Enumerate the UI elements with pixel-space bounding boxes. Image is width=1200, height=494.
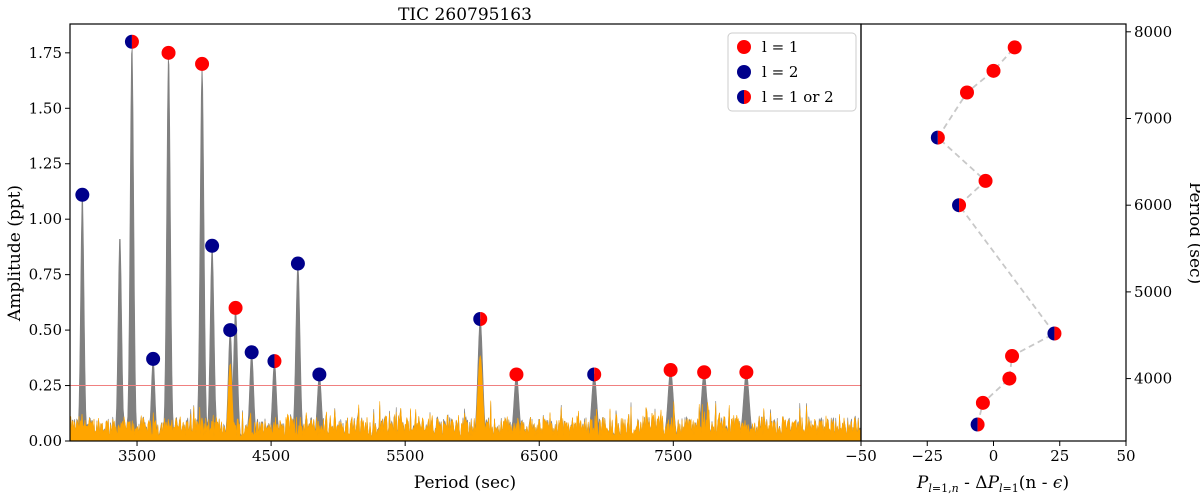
chart-title: TIC 260795163 [398, 5, 532, 25]
left-x-axis-label: Period (sec) [414, 473, 516, 493]
peak-marker-10-right-half [274, 354, 282, 369]
legend-marker-l2 [737, 65, 751, 79]
period-point-4-right-half [1054, 326, 1062, 341]
peak-marker-10-left-half [267, 354, 275, 369]
x-tick-label: 5500 [386, 447, 424, 465]
peak-marker-6 [205, 238, 220, 253]
peak-marker-0 [75, 187, 90, 202]
period-point-0-left-half [970, 417, 978, 432]
period-point-7 [930, 130, 945, 145]
peak-marker-5 [195, 56, 210, 71]
peak-marker-4 [161, 45, 176, 60]
amplitude-spectrum-panel: 3500 4500 5500 6500 7500 0.00 0.25 0.50 0.75 1.00… [5, 5, 861, 493]
legend: l = 1 l = 2 l = 1 or 2 [727, 32, 857, 112]
right-x-tick-label: 50 [1116, 447, 1135, 465]
period-spacing-panel: −50 −25 0 25 50 4000 5000 6000 7000 8000 Pl=1,n -… [845, 23, 1200, 494]
peak-marker-11 [290, 256, 305, 271]
peak-marker-13-left-half [473, 312, 481, 327]
spectrum-series [69, 47, 861, 442]
peak-marker-2 [124, 34, 139, 49]
period-point-1 [975, 395, 990, 410]
right-y-tick-label: 5000 [1134, 283, 1172, 301]
peak-marker-10 [267, 354, 282, 369]
y-tick-label: 0.75 [29, 266, 62, 284]
right-x-tick-label: −25 [911, 447, 943, 465]
period-points [930, 40, 1062, 432]
y-tick-label: 1.75 [29, 44, 62, 62]
peak-marker-9 [244, 345, 259, 360]
legend-marker-l1 [737, 40, 751, 54]
right-x-axis-label: Pl=1,n - ΔPl=1(n - ϵ) [916, 473, 1069, 494]
peak-marker-2-left-half [124, 34, 132, 49]
period-point-5 [952, 198, 967, 213]
y-tick-label: 1.00 [29, 210, 62, 228]
period-point-0 [970, 417, 985, 432]
y-tick-label: 1.50 [29, 99, 62, 117]
legend-marker-l12 [737, 90, 751, 104]
period-point-4 [1047, 326, 1062, 341]
y-tick-label: 1.25 [29, 155, 62, 173]
legend-label-l2: l = 2 [762, 63, 798, 81]
peak-marker-18 [739, 365, 754, 380]
left-y-axis-label: Amplitude (ppt) [5, 185, 25, 322]
peak-marker-13 [473, 312, 488, 327]
x-tick-label: 4500 [252, 447, 290, 465]
legend-marker-l12-left-half [737, 90, 744, 104]
legend-label-l1: l = 1 [762, 38, 798, 56]
period-point-8 [960, 85, 974, 100]
x-tick-label: 7500 [654, 447, 692, 465]
peak-marker-13-right-half [480, 312, 488, 327]
legend-label-l12: l = 1 or 2 [762, 88, 834, 106]
right-x-tick-label: 25 [1050, 447, 1069, 465]
period-point-3 [1005, 349, 1020, 364]
period-point-9 [986, 63, 1001, 78]
legend-box [727, 32, 857, 112]
peak-marker-15 [587, 367, 602, 382]
period-point-2 [1002, 371, 1017, 386]
period-point-7-left-half [930, 130, 938, 145]
right-x-tick-label: −50 [845, 447, 877, 465]
y-tick-label: 0.00 [29, 432, 62, 450]
peak-marker-7 [223, 323, 238, 338]
right-y-axis-label: Period (sec) [1185, 182, 1200, 284]
right-y-tick-label: 6000 [1134, 196, 1172, 214]
spacing-line [936, 46, 1056, 425]
peak-marker-12 [312, 367, 327, 382]
period-point-6 [978, 173, 993, 188]
right-y-tick-label: 7000 [1134, 109, 1172, 127]
y-tick-label: 0.25 [29, 377, 62, 395]
period-point-0-right-half [977, 417, 985, 432]
peak-marker-2-right-half [131, 34, 139, 49]
right-axis-ticks: −50 −25 0 25 50 4000 5000 6000 7000 8000 [845, 23, 1172, 465]
right-axes-frame [860, 23, 1127, 442]
period-point-7-right-half [937, 130, 945, 145]
peak-marker-14 [509, 367, 524, 382]
period-point-5-right-half [959, 198, 967, 213]
peak-marker-15-left-half [587, 367, 595, 382]
y-tick-label: 0.50 [29, 321, 62, 339]
right-y-tick-label: 8000 [1134, 23, 1172, 41]
peak-marker-15-right-half [594, 367, 602, 382]
period-point-10 [1007, 40, 1022, 55]
x-tick-label: 3500 [118, 447, 156, 465]
right-x-tick-label: 0 [989, 447, 999, 465]
prewhitened-spectrum [69, 355, 861, 442]
connecting-line [936, 46, 1056, 425]
peak-markers [75, 34, 754, 382]
right-y-tick-label: 4000 [1134, 370, 1172, 388]
legend-marker-l12-right-half [744, 90, 751, 104]
peak-marker-17 [697, 365, 712, 380]
peak-marker-16 [663, 363, 678, 378]
x-tick-label: 6500 [520, 447, 558, 465]
period-point-4-left-half [1047, 326, 1055, 341]
period-point-5-left-half [952, 198, 960, 213]
left-axis-ticks: 3500 4500 5500 6500 7500 0.00 0.25 0.50 0.75 1.00… [29, 44, 693, 465]
peak-marker-3 [146, 351, 161, 366]
peak-marker-8 [228, 300, 243, 315]
